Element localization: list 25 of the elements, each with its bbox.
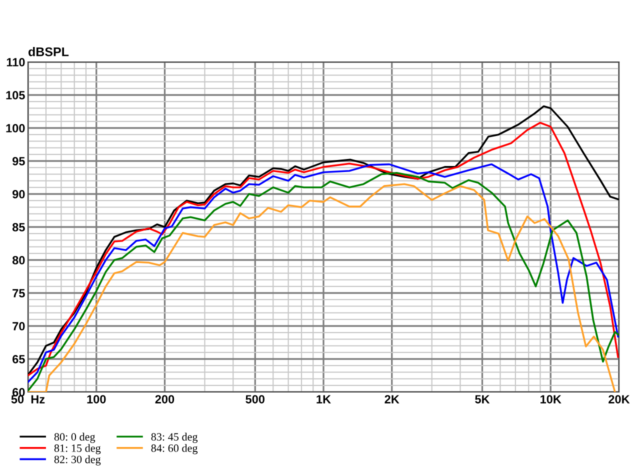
y-tick-label: 100 [6, 124, 25, 132]
y-tick-label: 70 [12, 322, 25, 330]
x-tick-label: 1K [316, 395, 331, 404]
legend-label: 84: 60 deg [151, 444, 198, 454]
x-tick-label: 200 [155, 395, 174, 404]
legend-label: 82: 30 deg [54, 455, 101, 466]
x-tick-label: 2K [384, 395, 400, 404]
legend-label: 81: 15 deg [54, 444, 101, 454]
x-tick-label: 5K [475, 395, 490, 404]
legend-label: 83: 45 deg [151, 432, 198, 443]
y-tick-label: 65 [12, 355, 25, 364]
y-tick-label: 110 [6, 58, 25, 66]
x-tick-label: 100 [87, 395, 106, 404]
y-axis-title: dBSPL [28, 47, 69, 56]
y-tick-label: 95 [12, 157, 25, 166]
y-tick-label: 75 [12, 289, 25, 298]
x-tick-label: 20K [608, 395, 630, 404]
y-tick-label: 90 [12, 190, 25, 198]
x-tick-label: 10K [540, 395, 562, 404]
legend-label: 80: 0 deg [54, 432, 96, 443]
y-tick-label: 80 [12, 256, 25, 264]
y-tick-label: 85 [12, 223, 25, 232]
y-tick-label: 60 [12, 388, 25, 396]
y-tick-label: 105 [6, 91, 25, 100]
x-tick-label: 500 [246, 395, 264, 404]
